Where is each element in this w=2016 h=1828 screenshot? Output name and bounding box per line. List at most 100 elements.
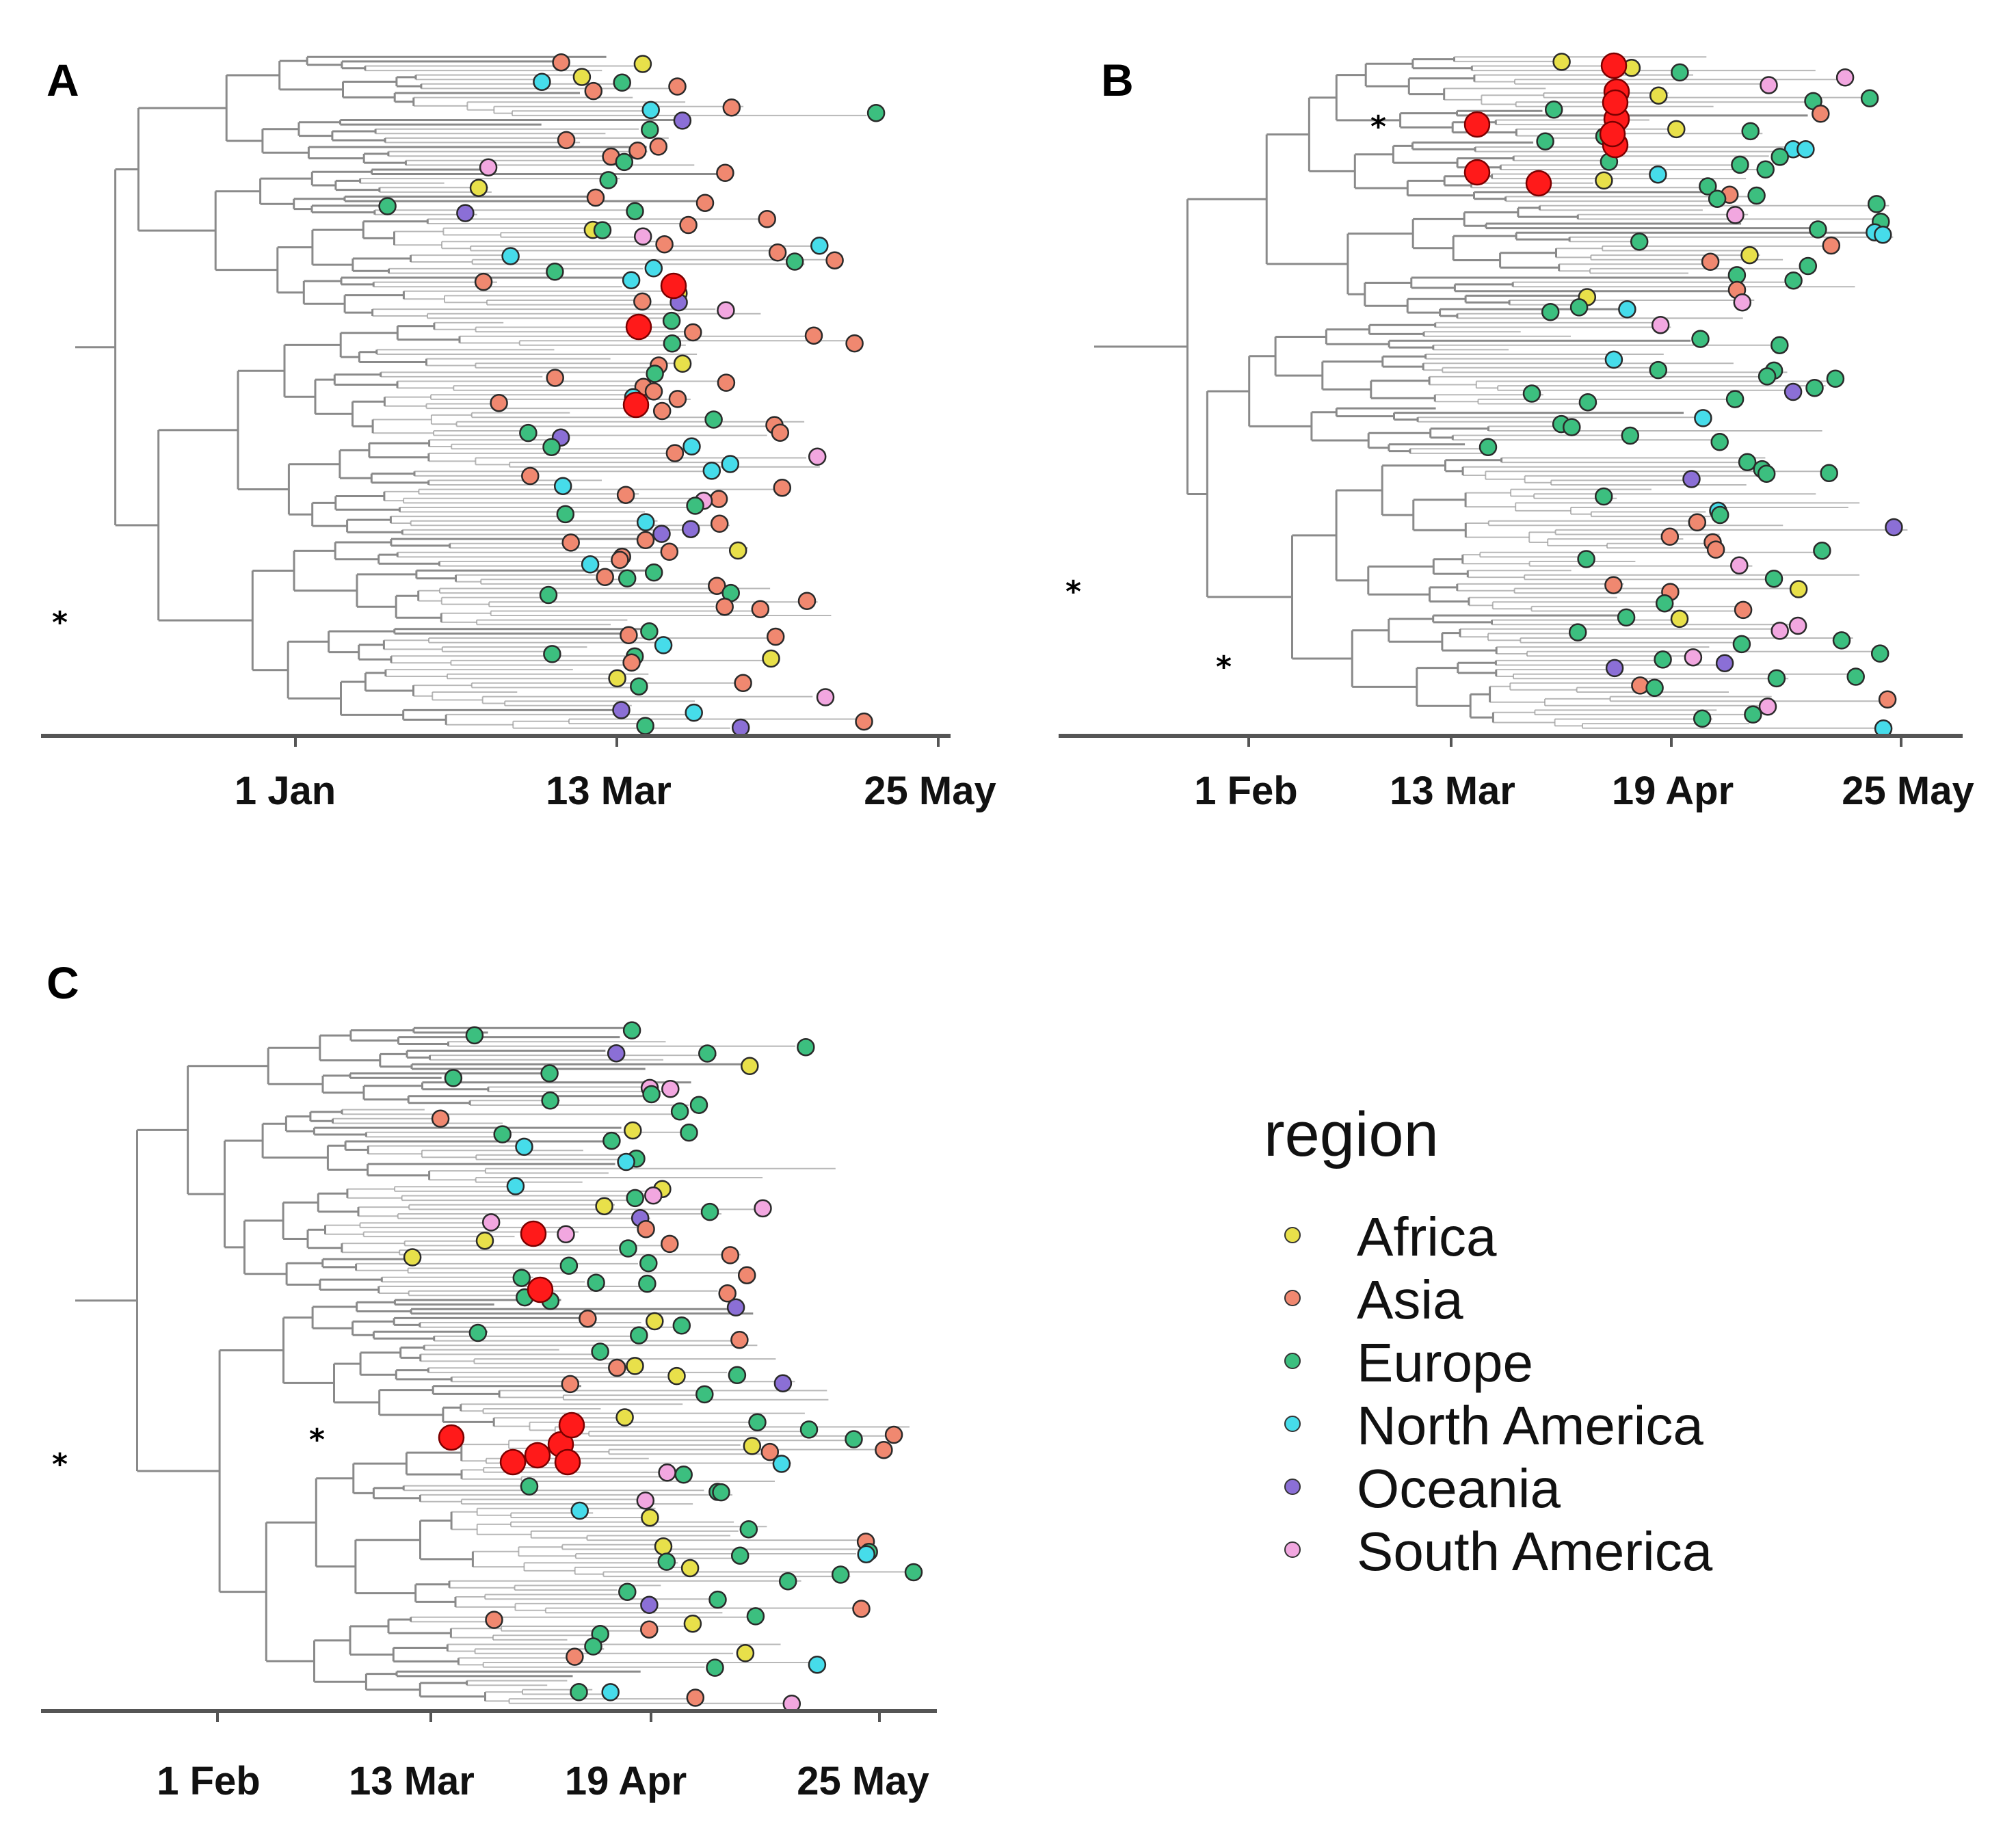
- tip-europe: [519, 423, 538, 442]
- tip-south-america: [1760, 76, 1778, 94]
- panel-a: A * 1 Jan 13 Mar 25 May: [41, 53, 996, 813]
- tip-europe: [1708, 189, 1727, 208]
- tip-oceania: [681, 520, 700, 538]
- tip-europe: [556, 505, 575, 524]
- tip-europe: [626, 202, 644, 221]
- tip-asia: [760, 1442, 780, 1461]
- tip-oceania: [773, 1374, 793, 1392]
- tip-south-america: [808, 447, 827, 466]
- tip-africa: [641, 1508, 659, 1527]
- tip-asia: [855, 712, 873, 731]
- tip-europe: [1832, 631, 1851, 650]
- tip-africa: [1670, 609, 1689, 628]
- tip-europe: [1758, 367, 1777, 386]
- tip-africa: [741, 1057, 759, 1076]
- tip-europe: [1770, 148, 1789, 166]
- tip-asia: [730, 1330, 749, 1349]
- tip-africa: [646, 1312, 664, 1331]
- legend-label-africa: Africa: [1357, 1206, 1497, 1267]
- legend-item-north-america: North America: [1284, 1395, 1703, 1456]
- tip-asia: [665, 444, 685, 462]
- tip-south-america: [633, 227, 652, 246]
- tip-europe: [1594, 487, 1613, 506]
- tip-europe: [1630, 233, 1649, 251]
- tip-north-america: [581, 555, 600, 574]
- tip-asia: [766, 627, 785, 646]
- tip-europe: [1621, 426, 1640, 445]
- tip-asia: [579, 1309, 597, 1328]
- tip-asia: [715, 597, 734, 616]
- tip-europe: [1813, 542, 1831, 560]
- tip-europe: [1541, 302, 1560, 321]
- tip-asia: [716, 163, 734, 183]
- tip-europe: [1563, 418, 1581, 436]
- tip-asia: [584, 81, 603, 101]
- tip-asia: [668, 390, 687, 408]
- tip-asia: [649, 137, 668, 156]
- tip-europe: [630, 677, 648, 696]
- panel-a-tick-label-3: 25 May: [864, 769, 996, 813]
- tip-oceania: [640, 1595, 659, 1615]
- tip-europe: [493, 1125, 512, 1143]
- tip-highlighted-sequence: [625, 313, 652, 341]
- tip-africa: [624, 1121, 642, 1140]
- tip-europe: [1867, 195, 1886, 213]
- tip-europe: [543, 645, 561, 663]
- tip-europe: [1756, 160, 1775, 179]
- legend-title: region: [1264, 1100, 1439, 1169]
- tip-north-america: [641, 101, 660, 120]
- tip-africa: [1789, 580, 1808, 598]
- panel-c-tree: [75, 1026, 910, 1704]
- tip-europe: [670, 1102, 689, 1121]
- panel-c-root-marker: *: [52, 1447, 68, 1482]
- tip-highlighted-sequence: [1525, 170, 1552, 197]
- tip-europe: [640, 622, 659, 641]
- tip-asia: [1660, 527, 1680, 546]
- panel-b-letter: B: [1101, 55, 1134, 105]
- tip-highlighted-sequence: [1463, 111, 1491, 138]
- tip-asia: [686, 1688, 705, 1707]
- tip-north-america: [644, 259, 663, 278]
- tip-europe: [1846, 667, 1865, 686]
- tip-asia: [758, 210, 776, 228]
- tip-asia: [1812, 105, 1830, 123]
- tip-highlighted-sequence: [1602, 89, 1629, 116]
- tip-europe: [559, 1256, 579, 1275]
- tip-south-america: [754, 1199, 772, 1218]
- tip-europe: [591, 1342, 609, 1361]
- tip-europe: [1784, 271, 1803, 290]
- tip-asia: [557, 131, 576, 150]
- tip-europe: [1809, 220, 1827, 239]
- legend-swatch-north-america: [1284, 1416, 1301, 1432]
- tip-europe: [542, 438, 561, 456]
- panel-a-letter: A: [47, 55, 79, 105]
- tip-north-america: [515, 1137, 533, 1156]
- tip-africa: [654, 1537, 673, 1556]
- tip-europe: [618, 1582, 637, 1601]
- legend-item-africa: Africa: [1284, 1206, 1497, 1267]
- tip-europe: [730, 1546, 750, 1565]
- tip-europe: [708, 1590, 727, 1609]
- tip-south-america: [479, 158, 498, 176]
- tip-asia: [737, 1266, 756, 1284]
- tip-oceania: [1783, 382, 1803, 401]
- tip-asia: [1822, 236, 1841, 255]
- tip-asia: [633, 292, 652, 311]
- tip-south-america: [661, 1080, 680, 1098]
- tip-asia: [709, 490, 728, 508]
- tip-asia: [1688, 513, 1707, 532]
- tip-north-america: [506, 1177, 525, 1195]
- tip-north-america: [570, 1501, 589, 1520]
- tip-north-america: [685, 703, 703, 722]
- tip-europe: [1568, 623, 1587, 641]
- tip-highlighted-sequence: [499, 1448, 527, 1476]
- tip-asia: [644, 382, 663, 401]
- tip-oceania: [607, 1044, 626, 1063]
- tip-oceania: [1605, 659, 1624, 678]
- tip-europe: [1764, 569, 1783, 588]
- tip-north-america: [682, 437, 701, 456]
- panel-c-tick-label-1: 1 Feb: [157, 1759, 261, 1803]
- tip-asia: [661, 1234, 679, 1254]
- tip-asia: [636, 531, 655, 550]
- tip-europe: [831, 1565, 850, 1584]
